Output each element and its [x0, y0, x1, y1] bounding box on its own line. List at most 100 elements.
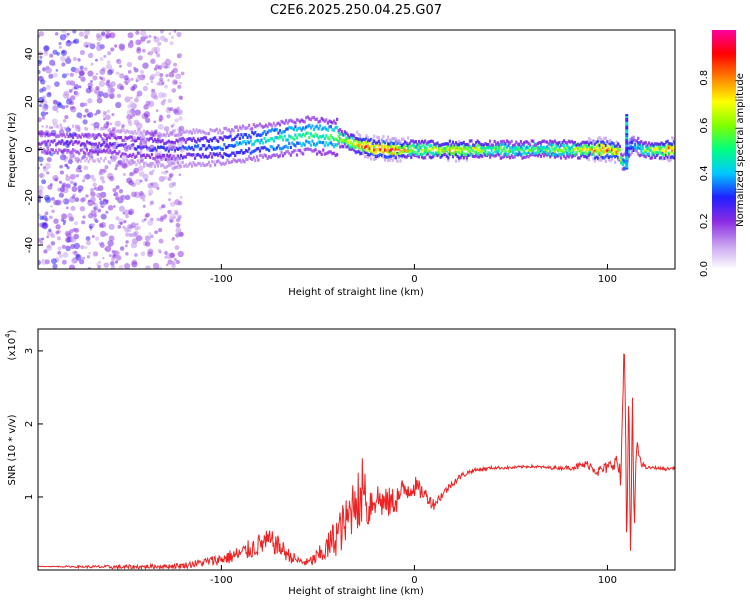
heatmap-cell [79, 135, 82, 139]
heatmap-cell [490, 148, 493, 153]
heatmap-cell [597, 139, 600, 143]
heatmap-cell [274, 153, 277, 158]
y-tick-label: 40 [24, 48, 35, 61]
heatmap-cell [550, 153, 553, 157]
heatmap-cell [200, 163, 203, 168]
heatmap-cell [322, 140, 325, 145]
heatmap-cell [226, 158, 229, 162]
heatmap-cell [122, 128, 126, 132]
x-tick-label: -100 [210, 274, 233, 285]
heatmap-cell [118, 189, 124, 194]
heatmap-cell [649, 148, 652, 152]
heatmap-cell [163, 133, 166, 137]
heatmap-cell [388, 152, 391, 156]
heatmap-cell [658, 147, 661, 151]
heatmap-cell [71, 135, 75, 140]
heatmap-cell [81, 142, 84, 146]
heatmap-cell [197, 144, 200, 148]
heatmap-cell [461, 151, 464, 155]
y-tick-label: 0 [24, 146, 35, 152]
heatmap-cell [425, 146, 428, 150]
heatmap-cell [226, 153, 229, 157]
heatmap-cell [297, 148, 300, 152]
heatmap-cell [315, 124, 319, 128]
heatmap-cell [133, 167, 140, 174]
heatmap-cell [383, 158, 387, 162]
heatmap-cell [471, 145, 475, 150]
heatmap-cell [621, 153, 624, 158]
heatmap-cell [275, 122, 279, 126]
heatmap-cell [331, 143, 334, 147]
heatmap-cell [300, 134, 303, 138]
heatmap-cell [390, 154, 393, 158]
heatmap-cell [99, 134, 102, 138]
heatmap-cell [258, 122, 262, 126]
heatmap-cell [189, 137, 192, 141]
heatmap-cell [382, 140, 385, 144]
heatmap-cell [51, 196, 55, 201]
heatmap-cell [93, 121, 100, 129]
heatmap-cell [128, 232, 134, 238]
heatmap-cell [637, 141, 640, 145]
heatmap-cell [566, 141, 569, 145]
heatmap-cell [272, 128, 275, 132]
heatmap-cell [244, 133, 248, 137]
heatmap-cell [141, 48, 146, 53]
heatmap-cell [257, 133, 260, 137]
heatmap-cell [312, 142, 316, 146]
heatmap-cell [428, 150, 431, 154]
heatmap-cell [71, 148, 75, 152]
heatmap-cell [376, 154, 379, 159]
heatmap-cell [217, 145, 220, 150]
heatmap-cell [139, 69, 145, 75]
heatmap-cell [417, 148, 421, 152]
heatmap-cell [524, 151, 527, 155]
heatmap-cell [569, 150, 572, 155]
heatmap-cell [493, 147, 496, 152]
heatmap-cell [184, 146, 187, 150]
heatmap-cell [195, 128, 198, 132]
heatmap-cell [103, 262, 110, 268]
heatmap-cell [238, 150, 241, 155]
heatmap-cell [615, 150, 618, 154]
heatmap-cell [123, 209, 130, 216]
heatmap-cell [147, 163, 150, 168]
heatmap-cell [370, 137, 373, 141]
heatmap-cell [329, 125, 333, 129]
heatmap-cell [538, 152, 541, 156]
heatmap-cell [498, 143, 501, 147]
heatmap-cell [593, 148, 597, 152]
heatmap-cell [339, 145, 342, 149]
heatmap-cell [570, 155, 573, 159]
heatmap-cell [136, 136, 140, 140]
heatmap-cell [111, 144, 117, 151]
heatmap-cell [171, 181, 177, 187]
heatmap-cell [454, 159, 458, 163]
heatmap-cell [567, 148, 570, 152]
heatmap-cell [492, 143, 495, 147]
heatmap-cell [454, 153, 458, 157]
heatmap-cell [134, 253, 138, 257]
heatmap-cell [424, 150, 427, 154]
heatmap-cell [403, 140, 407, 144]
heatmap-cell [201, 162, 204, 166]
heatmap-cell [640, 149, 643, 153]
heatmap-cell [98, 80, 106, 87]
heatmap-cell [373, 151, 376, 155]
heatmap-cell [453, 153, 456, 157]
heatmap-cell [366, 146, 370, 150]
heatmap-cell [45, 67, 52, 74]
heatmap-cell [107, 135, 110, 139]
heatmap-cell [431, 151, 434, 155]
heatmap-cell [100, 213, 107, 220]
heatmap-cell [175, 138, 178, 142]
heatmap-cell [98, 141, 101, 145]
heatmap-cell [512, 145, 515, 149]
heatmap-cell [251, 130, 254, 134]
heatmap-cell [198, 139, 201, 143]
heatmap-cell [229, 134, 232, 138]
heatmap-cell [332, 151, 336, 155]
heatmap-cell [625, 165, 629, 168]
heatmap-cell [649, 156, 652, 160]
heatmap-cell [124, 194, 131, 201]
